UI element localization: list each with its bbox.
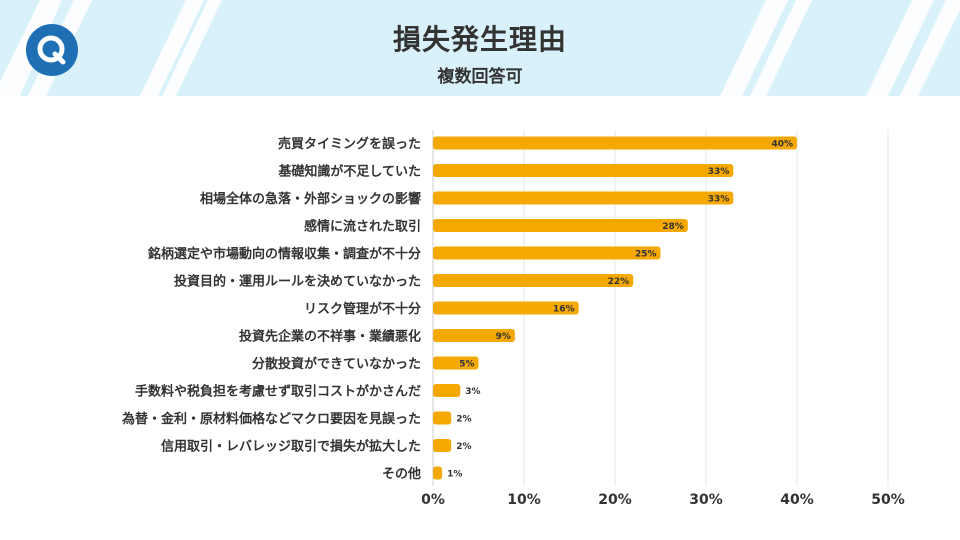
data-label: 2%: [456, 442, 471, 452]
category-label: 感情に流された取引: [304, 219, 421, 235]
category-label: 分散投資ができていなかった: [252, 356, 421, 372]
category-label: 投資目的・運用ルールを決めていなかった: [174, 274, 421, 290]
bar: [433, 191, 734, 205]
page-subtitle: 複数回答可: [437, 67, 523, 87]
bar: [433, 246, 661, 260]
data-label: 2%: [456, 415, 471, 425]
data-label: 25%: [635, 250, 657, 260]
bar: [433, 384, 461, 397]
category-label: 手数料や税負担を考慮せず取引コストがかさんだ: [135, 384, 421, 400]
category-label: 銘柄選定や市場動向の情報収集・調査が不十分: [148, 246, 421, 262]
bar: [433, 466, 443, 480]
category-label: リスク管理が不十分: [304, 301, 421, 317]
bar: [433, 439, 452, 452]
data-label: 28%: [662, 222, 684, 232]
data-label: 1%: [447, 470, 462, 480]
data-label: 33%: [708, 195, 730, 205]
header-banner: 損失発生理由 複数回答可: [0, 0, 960, 96]
bar: [433, 411, 452, 425]
data-label: 40%: [771, 140, 793, 150]
category-label: 相場全体の急落・外部ショックの影響: [200, 191, 421, 207]
x-tick-label: 40%: [780, 492, 814, 508]
category-label: その他: [382, 466, 421, 482]
bar: [433, 329, 515, 342]
x-tick-label: 50%: [871, 492, 905, 508]
x-tick-label: 30%: [689, 492, 723, 508]
category-label: 為替・金利・原材料価格などマクロ要因を見誤った: [122, 411, 421, 427]
bar: [433, 356, 479, 370]
category-label: 売買タイミングを誤った: [278, 136, 421, 152]
bar: [433, 274, 634, 287]
category-label: 投資先企業の不祥事・業績悪化: [239, 329, 421, 345]
data-label: 22%: [608, 277, 630, 287]
bar: [433, 136, 797, 150]
page-title: 損失発生理由: [392, 23, 567, 56]
bar: [433, 219, 688, 232]
x-tick-label: 0%: [421, 492, 445, 508]
data-label: 9%: [496, 332, 511, 342]
x-tick-label: 10%: [507, 492, 541, 508]
q-logo-icon: [26, 24, 78, 76]
data-label: 5%: [459, 360, 474, 370]
data-label: 16%: [553, 305, 575, 315]
x-tick-label: 20%: [598, 492, 632, 508]
bar: [433, 164, 734, 177]
data-label: 33%: [708, 167, 730, 177]
bar: [433, 301, 579, 315]
bar-chart: 0% 10% 20% 30% 40% 50% 売買タイミングを誤った 40% 基礎知識が不足して…: [122, 130, 905, 508]
category-label: 基礎知識が不足していた: [277, 164, 421, 180]
data-label: 3%: [465, 387, 480, 397]
category-label: 信用取引・レバレッジ取引で損失が拡大した: [161, 439, 421, 455]
